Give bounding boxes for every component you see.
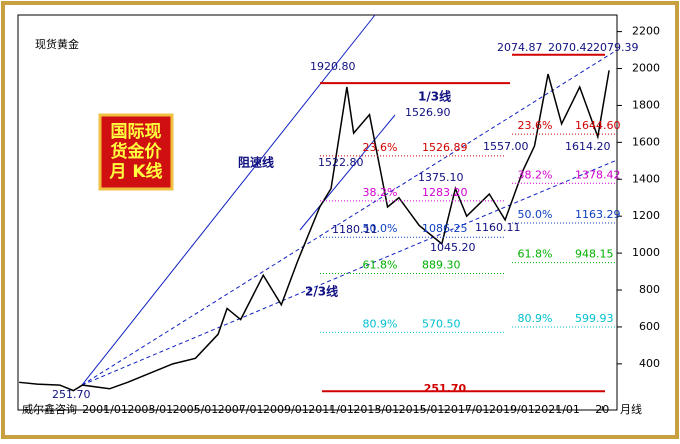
y-tick-label: 400	[639, 357, 660, 370]
x-tick-label: 2021/01	[534, 403, 580, 416]
annotation: 1180.11	[332, 223, 378, 236]
annotation: 1920.80	[310, 60, 356, 73]
annotation: 1/3线	[418, 89, 451, 104]
x-tick-label: 2001/01	[82, 403, 128, 416]
x-tick-label: 2011/01	[308, 403, 354, 416]
y-tick-label: 1000	[632, 246, 660, 259]
annotation: 2070.42	[548, 41, 594, 54]
fib-value: 1378.42	[575, 168, 621, 181]
period: 月线	[620, 402, 642, 416]
x-tick-label: 2017/01	[444, 403, 490, 416]
price-line	[19, 70, 610, 392]
fib-value: 889.30	[422, 259, 461, 272]
y-tick-label: 2000	[632, 62, 660, 75]
plot-border	[17, 14, 618, 411]
x-tick-label: 20	[595, 403, 609, 416]
box-title: 货金价	[111, 141, 163, 162]
box-title: 国际现	[111, 122, 162, 142]
x-tick-label: 2007/01	[218, 403, 264, 416]
chart-title: 现货黄金	[35, 37, 79, 51]
annotation: 1375.10	[418, 171, 464, 184]
fib-value: 1283.20	[422, 186, 468, 199]
fib-value: 570.50	[422, 317, 461, 330]
annotation: 2079.39	[593, 41, 639, 54]
fib-pct: 23.6%	[518, 119, 553, 132]
y-tick-label: 2200	[632, 25, 660, 38]
annotation: 1526.90	[405, 106, 451, 119]
fib-pct: 61.8%	[518, 248, 553, 261]
fib-value: 1086.25	[422, 222, 468, 235]
fib-pct: 38.2%	[518, 168, 553, 181]
x-tick-label: 2009/01	[263, 403, 309, 416]
fib-pct: 50.0%	[518, 208, 553, 221]
fib-value: 599.93	[575, 312, 614, 325]
fib-pct: 80.9%	[363, 317, 398, 330]
resistance-line	[81, 14, 376, 386]
x-tick-label: 2019/01	[489, 403, 535, 416]
trend-line	[81, 49, 618, 386]
fib-pct: 38.2%	[363, 186, 398, 199]
annotation: 2/3线	[305, 284, 338, 299]
fib-value: 1644.60	[575, 119, 621, 132]
source: 威尔鑫咨询	[22, 402, 77, 416]
y-tick-label: 800	[639, 283, 660, 296]
annotation: 阻速线	[238, 155, 274, 170]
annotation: 1614.20	[565, 140, 611, 153]
x-tick-label: 2013/01	[353, 403, 399, 416]
trend-line	[299, 114, 396, 231]
annotation: 1557.00	[483, 140, 529, 153]
annotation: 251.70	[52, 388, 91, 401]
x-tick-label: 2003/01	[127, 403, 173, 416]
y-tick-label: 1800	[632, 98, 660, 111]
trend-line	[81, 159, 618, 386]
y-tick-label: 1200	[632, 209, 660, 222]
fib-pct: 80.9%	[518, 312, 553, 325]
annotation: 1160.11	[475, 221, 521, 234]
annotation: 1045.20	[430, 241, 476, 254]
fib-pct: 61.8%	[363, 259, 398, 272]
y-tick-label: 600	[639, 320, 660, 333]
fib-pct: 50.0%	[363, 222, 398, 235]
fib-value: 1163.29	[575, 208, 621, 221]
title-box	[98, 113, 174, 191]
fib-pct: 23.6%	[363, 141, 398, 154]
fib-value: 1526.89	[422, 141, 468, 154]
y-tick-label: 1600	[632, 135, 660, 148]
fib-value: 948.15	[575, 248, 614, 261]
x-tick-label: 2015/01	[399, 403, 445, 416]
y-tick-label: 1400	[632, 172, 660, 185]
annotation: 1522.80	[318, 156, 364, 169]
x-tick-label: 2005/01	[173, 403, 219, 416]
box-title: 月 K线	[108, 161, 162, 182]
annotation: 2074.87	[497, 41, 543, 54]
ref-label: 251.70	[424, 382, 467, 395]
